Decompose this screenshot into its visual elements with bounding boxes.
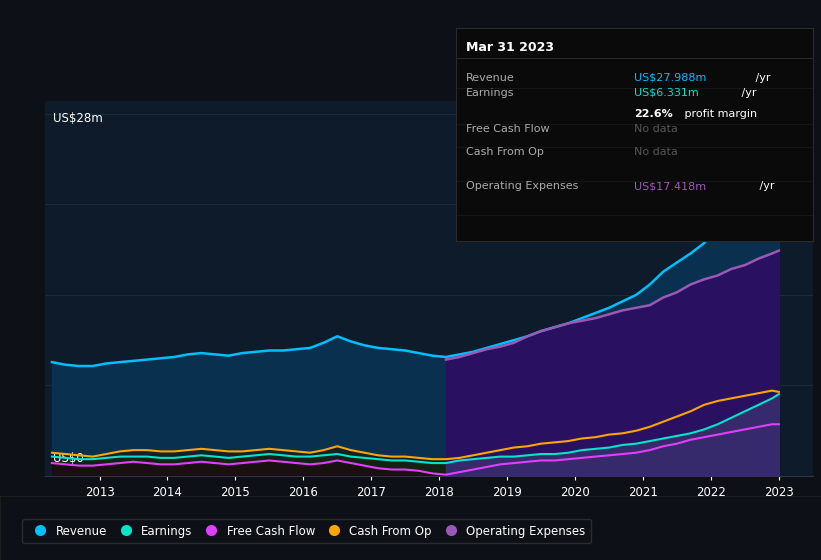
Text: /yr: /yr (755, 181, 774, 191)
Text: Operating Expenses: Operating Expenses (466, 181, 579, 191)
Text: Earnings: Earnings (466, 87, 515, 97)
Text: US$27.988m: US$27.988m (635, 73, 707, 83)
Legend: Revenue, Earnings, Free Cash Flow, Cash From Op, Operating Expenses: Revenue, Earnings, Free Cash Flow, Cash … (22, 519, 591, 543)
Text: /yr: /yr (738, 87, 756, 97)
Text: US$17.418m: US$17.418m (635, 181, 706, 191)
Text: Revenue: Revenue (466, 73, 515, 83)
Text: Free Cash Flow: Free Cash Flow (466, 124, 550, 134)
Text: Mar 31 2023: Mar 31 2023 (466, 41, 554, 54)
Text: No data: No data (635, 147, 678, 157)
Text: US$28m: US$28m (53, 112, 103, 125)
Text: profit margin: profit margin (681, 109, 757, 119)
Text: Cash From Op: Cash From Op (466, 147, 544, 157)
Text: US$0: US$0 (53, 452, 84, 465)
Text: 22.6%: 22.6% (635, 109, 673, 119)
Text: /yr: /yr (752, 73, 771, 83)
Text: US$6.331m: US$6.331m (635, 87, 699, 97)
Text: No data: No data (635, 124, 678, 134)
